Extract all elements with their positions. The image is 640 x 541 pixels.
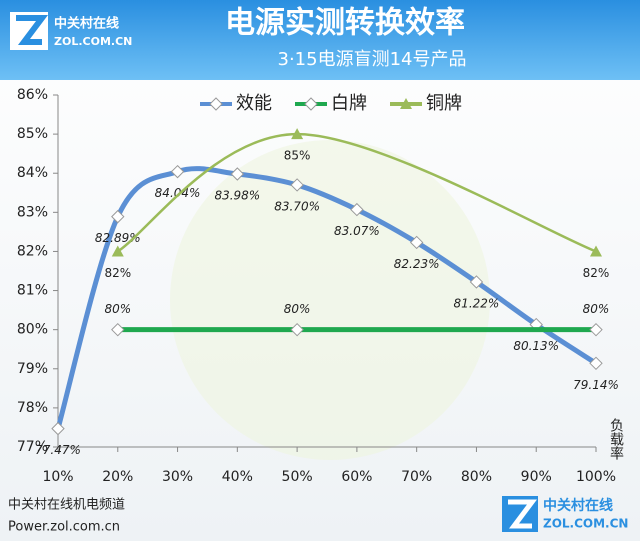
data-label: 82%: [583, 266, 610, 280]
x-tick-label: 10%: [42, 469, 73, 485]
data-label: 77.47%: [35, 443, 81, 457]
legend-label: 效能: [236, 93, 272, 114]
series-line: [116, 132, 598, 253]
x-tick-label: 50%: [282, 469, 313, 485]
logo-url: ZOL.COM.CN: [54, 35, 132, 48]
data-point: [230, 167, 245, 181]
footer-channel: 中关村在线机电频道: [8, 498, 125, 513]
data-label: 79.14%: [573, 378, 619, 392]
x-tick-label: 80%: [461, 469, 492, 485]
chart-title: 电源实测转换效率: [225, 6, 465, 41]
y-tick-label: 79%: [17, 361, 48, 377]
x-tick-label: 30%: [162, 469, 193, 485]
x-tick-label: 90%: [521, 469, 552, 485]
y-tick-label: 83%: [17, 204, 48, 220]
data-point: [111, 209, 125, 224]
data-point: [590, 245, 602, 257]
data-point: [350, 202, 364, 217]
data-point: [469, 275, 484, 289]
y-tick-label: 81%: [17, 283, 48, 299]
data-label: 85%: [284, 149, 311, 163]
legend-label: 铜牌: [426, 93, 462, 114]
data-point: [170, 164, 185, 179]
legend-label: 白牌: [331, 93, 367, 114]
data-point: [290, 322, 304, 337]
data-label: 82.23%: [394, 257, 440, 271]
data-point: [51, 421, 65, 436]
footer-logo-url: ZOL.COM.CN: [543, 517, 628, 531]
footer-logo-text: 中关村在线: [543, 497, 613, 514]
x-tick-label: 60%: [341, 469, 372, 485]
y-tick-label: 80%: [17, 322, 48, 338]
x-tick-label: 70%: [401, 469, 432, 485]
data-point: [290, 178, 304, 192]
legend-marker: [304, 97, 318, 111]
data-label: 83.98%: [214, 189, 260, 203]
data-label: 83.07%: [334, 224, 380, 238]
data-point: [589, 356, 603, 371]
data-label: 80%: [583, 302, 610, 316]
data-label: 81.22%: [454, 296, 500, 310]
x-axis-label: 负载率: [608, 418, 624, 460]
legend-marker: [400, 98, 412, 109]
logo-z: [16, 15, 48, 45]
data-point: [409, 235, 424, 250]
data-label: 83.70%: [274, 199, 320, 213]
x-tick-label: 40%: [222, 469, 253, 485]
x-tick-label: 20%: [102, 469, 133, 485]
data-label: 80%: [104, 302, 131, 316]
data-label: 84.04%: [155, 186, 201, 200]
y-tick-label: 84%: [17, 165, 48, 181]
data-point: [291, 128, 304, 140]
legend-marker: [209, 97, 223, 111]
y-tick-label: 77%: [17, 439, 48, 455]
y-tick-label: 85%: [17, 126, 48, 142]
chart-subtitle: 3·15电源盲测14号产品: [278, 49, 467, 70]
data-label: 82%: [104, 266, 131, 280]
y-tick-label: 82%: [17, 243, 48, 259]
data-label: 80.13%: [513, 339, 559, 353]
footer-logo-z: [508, 499, 537, 529]
data-point: [111, 245, 124, 257]
footer-url: Power.zol.com.cn: [8, 520, 120, 535]
watermark: [170, 140, 490, 460]
data-point: [111, 322, 125, 337]
x-tick-label: 100%: [576, 469, 616, 485]
y-tick-label: 78%: [17, 400, 48, 416]
logo-text: 中关村在线: [54, 16, 119, 32]
y-tick-label: 86%: [17, 87, 48, 103]
data-point: [589, 322, 603, 337]
data-label: 80%: [284, 302, 311, 316]
header-band: [0, 0, 640, 80]
